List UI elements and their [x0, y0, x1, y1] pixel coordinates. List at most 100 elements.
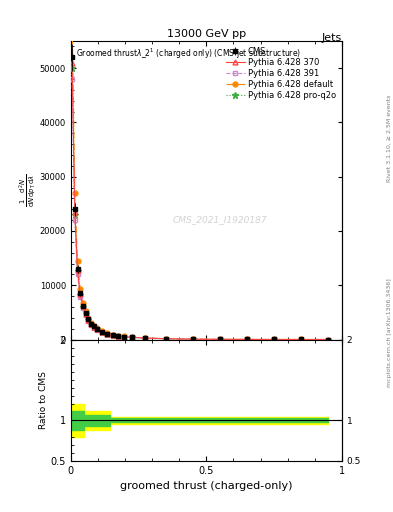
- Pythia 6.428 370: [75, 267, 80, 273]
- Pythia 6.428 default: [299, 336, 303, 343]
- Pythia 6.428 pro-q2o: [143, 335, 148, 341]
- Text: Groomed thrust$\lambda\_2^1$ (charged only) (CMS jet substructure): Groomed thrust$\lambda\_2^1$ (charged on…: [76, 47, 301, 61]
- Pythia 6.428 pro-q2o: [78, 292, 83, 298]
- Pythia 6.428 pro-q2o: [129, 334, 134, 340]
- Pythia 6.428 370: [78, 291, 83, 297]
- Pythia 6.428 370: [129, 334, 134, 340]
- Pythia 6.428 pro-q2o: [83, 311, 88, 317]
- Pythia 6.428 370: [86, 317, 91, 323]
- Pythia 6.428 default: [129, 334, 134, 340]
- Pythia 6.428 391: [75, 271, 80, 278]
- Pythia 6.428 pro-q2o: [190, 336, 195, 342]
- Pythia 6.428 pro-q2o: [121, 334, 126, 340]
- Pythia 6.428 370: [272, 336, 276, 343]
- Pythia 6.428 370: [72, 209, 77, 215]
- Text: CMS_2021_I1920187: CMS_2021_I1920187: [173, 216, 267, 225]
- Pythia 6.428 default: [110, 332, 115, 338]
- Pythia 6.428 pro-q2o: [326, 336, 331, 343]
- Pythia 6.428 pro-q2o: [105, 331, 110, 337]
- Pythia 6.428 default: [105, 330, 110, 336]
- Pythia 6.428 default: [121, 333, 126, 339]
- Line: Pythia 6.428 370: Pythia 6.428 370: [70, 60, 331, 342]
- Pythia 6.428 370: [83, 311, 88, 317]
- Pythia 6.428 pro-q2o: [70, 65, 74, 71]
- Legend: CMS, Pythia 6.428 370, Pythia 6.428 391, Pythia 6.428 default, Pythia 6.428 pro-: CMS, Pythia 6.428 370, Pythia 6.428 391,…: [225, 45, 338, 102]
- Pythia 6.428 391: [89, 322, 94, 328]
- Pythia 6.428 370: [218, 336, 222, 343]
- Pythia 6.428 391: [116, 333, 121, 339]
- Pythia 6.428 370: [299, 336, 303, 343]
- Pythia 6.428 pro-q2o: [86, 317, 91, 323]
- Pythia 6.428 391: [105, 331, 110, 337]
- Title: 13000 GeV pp: 13000 GeV pp: [167, 29, 246, 39]
- Text: mcplots.cern.ch [arXiv:1306.3436]: mcplots.cern.ch [arXiv:1306.3436]: [387, 279, 391, 387]
- Pythia 6.428 391: [72, 217, 77, 223]
- Pythia 6.428 default: [244, 336, 250, 343]
- Pythia 6.428 370: [110, 332, 115, 338]
- Pythia 6.428 391: [299, 336, 303, 343]
- Pythia 6.428 default: [78, 286, 83, 292]
- Pythia 6.428 default: [218, 336, 222, 343]
- Pythia 6.428 default: [94, 325, 99, 331]
- Pythia 6.428 391: [70, 76, 74, 82]
- Pythia 6.428 391: [326, 336, 331, 343]
- Pythia 6.428 370: [81, 303, 85, 309]
- Pythia 6.428 391: [272, 336, 276, 343]
- Pythia 6.428 pro-q2o: [72, 211, 77, 218]
- Pythia 6.428 391: [121, 334, 126, 340]
- Pythia 6.428 391: [129, 334, 134, 340]
- Pythia 6.428 default: [75, 258, 80, 264]
- Pythia 6.428 default: [70, 11, 74, 17]
- Pythia 6.428 391: [110, 332, 115, 338]
- Pythia 6.428 391: [190, 336, 195, 342]
- Pythia 6.428 default: [190, 336, 195, 342]
- Text: Jets: Jets: [321, 33, 342, 44]
- Pythia 6.428 default: [99, 328, 104, 334]
- Pythia 6.428 pro-q2o: [99, 329, 104, 335]
- Pythia 6.428 default: [89, 319, 94, 326]
- Pythia 6.428 391: [86, 318, 91, 324]
- Pythia 6.428 pro-q2o: [116, 333, 121, 339]
- Line: Pythia 6.428 pro-q2o: Pythia 6.428 pro-q2o: [69, 65, 332, 343]
- Pythia 6.428 391: [99, 329, 104, 335]
- Pythia 6.428 370: [121, 333, 126, 339]
- Pythia 6.428 391: [94, 327, 99, 333]
- Line: Pythia 6.428 default: Pythia 6.428 default: [70, 11, 331, 342]
- Pythia 6.428 pro-q2o: [163, 336, 168, 342]
- Pythia 6.428 default: [272, 336, 276, 343]
- Pythia 6.428 391: [218, 336, 222, 343]
- Y-axis label: $\frac{1}{\mathrm{d}N}\frac{\mathrm{d}^{2}N}{\mathrm{d}p_{\mathrm{T}}\,\mathrm{d: $\frac{1}{\mathrm{d}N}\frac{\mathrm{d}^{…: [17, 173, 38, 207]
- Pythia 6.428 default: [72, 190, 77, 196]
- Pythia 6.428 370: [89, 321, 94, 327]
- Pythia 6.428 370: [99, 329, 104, 335]
- Pythia 6.428 pro-q2o: [94, 326, 99, 332]
- Pythia 6.428 default: [86, 315, 91, 321]
- Pythia 6.428 default: [81, 300, 85, 306]
- Pythia 6.428 default: [92, 323, 96, 329]
- Pythia 6.428 default: [326, 336, 331, 343]
- X-axis label: groomed thrust (charged-only): groomed thrust (charged-only): [120, 481, 292, 491]
- Pythia 6.428 pro-q2o: [299, 336, 303, 343]
- Pythia 6.428 391: [81, 305, 85, 311]
- Pythia 6.428 default: [163, 335, 168, 342]
- Pythia 6.428 370: [70, 59, 74, 66]
- Pythia 6.428 pro-q2o: [110, 332, 115, 338]
- Pythia 6.428 370: [190, 336, 195, 342]
- Pythia 6.428 391: [163, 336, 168, 342]
- Pythia 6.428 391: [78, 293, 83, 300]
- Pythia 6.428 370: [244, 336, 250, 343]
- Pythia 6.428 370: [326, 336, 331, 343]
- Pythia 6.428 391: [244, 336, 250, 343]
- Pythia 6.428 pro-q2o: [218, 336, 222, 343]
- Pythia 6.428 391: [83, 312, 88, 318]
- Pythia 6.428 370: [94, 326, 99, 332]
- Pythia 6.428 391: [92, 324, 96, 330]
- Pythia 6.428 pro-q2o: [92, 324, 96, 330]
- Line: Pythia 6.428 391: Pythia 6.428 391: [70, 76, 331, 342]
- Pythia 6.428 370: [143, 335, 148, 341]
- Pythia 6.428 pro-q2o: [81, 304, 85, 310]
- Pythia 6.428 370: [92, 324, 96, 330]
- Pythia 6.428 pro-q2o: [272, 336, 276, 343]
- Pythia 6.428 370: [105, 331, 110, 337]
- Pythia 6.428 default: [83, 308, 88, 314]
